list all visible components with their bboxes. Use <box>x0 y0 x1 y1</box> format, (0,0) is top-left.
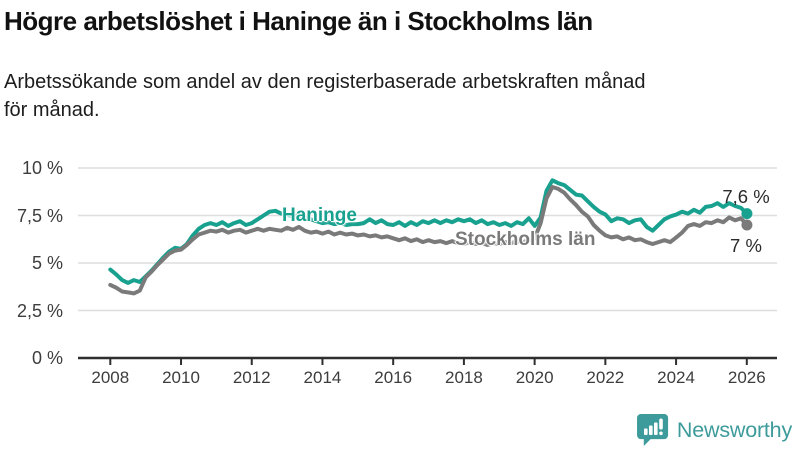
line-series-haninge <box>108 178 749 285</box>
x-tick-label: 2026 <box>727 368 766 387</box>
x-tick-label: 2012 <box>232 368 271 387</box>
y-tick-label: 7,5 % <box>16 205 63 226</box>
bar-chart-speech-bubble-icon <box>636 413 668 446</box>
y-tick-label: 2,5 % <box>16 300 63 321</box>
x-tick-label: 2022 <box>586 368 625 387</box>
x-tick-label: 2008 <box>91 368 130 387</box>
y-tick-label: 0 % <box>31 348 63 368</box>
series-label-stockholms-lan: Stockholms län <box>455 229 596 250</box>
x-tick-label: 2016 <box>374 368 413 387</box>
page-title: Högre arbetslöshet i Haninge än i Stockh… <box>4 6 593 36</box>
x-tick-label: 2014 <box>303 368 342 387</box>
end-dot-stockholms-lan <box>741 219 753 231</box>
newsworthy-brand: Newsworthy <box>636 413 792 447</box>
x-tick-label: 2024 <box>657 368 695 387</box>
end-dot-haninge <box>741 208 753 220</box>
chart-subtitle: Arbetssökande som andel av den registerb… <box>4 71 646 121</box>
end-value-label-haninge: 7,6 % <box>722 186 770 207</box>
line-series-stockholms-lan <box>108 185 749 296</box>
x-tick-label: 2010 <box>162 368 200 387</box>
series-label-haninge: Haninge <box>282 205 357 226</box>
y-tick-label: 5 % <box>31 253 63 273</box>
x-tick-label: 2020 <box>515 368 554 387</box>
x-tick-label: 2018 <box>444 368 483 387</box>
y-tick-label: 10 % <box>21 158 63 178</box>
brand-wordmark: Newsworthy <box>676 417 792 442</box>
end-value-label-stockholms-lan: 7 % <box>730 235 762 256</box>
